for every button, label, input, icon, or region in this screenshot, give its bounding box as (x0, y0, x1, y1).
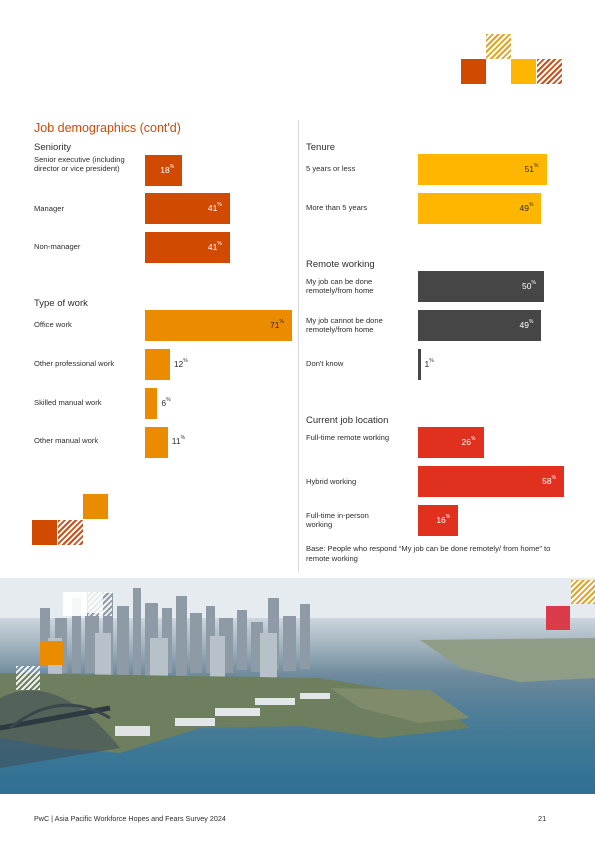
bar-value: 49% (519, 202, 534, 213)
bar-value: 41% (207, 241, 222, 252)
bar (418, 427, 484, 458)
bar-label: Don't know (306, 359, 344, 368)
current-job-location-heading: Current job location (306, 415, 389, 426)
decorative-white-square (63, 592, 87, 616)
bar-value: 58% (542, 475, 557, 486)
bar (418, 466, 565, 497)
footer-text: PwC | Asia Pacific Workforce Hopes and F… (34, 814, 226, 823)
bar (418, 154, 547, 185)
bar (145, 310, 292, 341)
decorative-hatched-square (571, 580, 595, 604)
decorative-square (32, 520, 57, 545)
bar-label: Hybrid working (306, 477, 357, 486)
bar (418, 193, 542, 224)
decorative-hatched-square (88, 592, 112, 616)
bar-label: 5 years or less (306, 164, 356, 173)
decorative-hatched-square (58, 520, 83, 545)
page-number: 21 (538, 814, 547, 823)
bar-label: Full-time remote working (306, 433, 390, 442)
type-of-work-heading: Type of work (34, 298, 88, 309)
decorative-square (83, 494, 108, 519)
bar (145, 193, 230, 224)
tenure-heading: Tenure (306, 142, 336, 153)
bar (145, 388, 158, 419)
seniority-heading: Seniority (34, 142, 71, 153)
bar (418, 349, 421, 380)
bar (145, 155, 183, 186)
bar-label: Other professional work (34, 359, 115, 368)
bar-label: Non-manager (34, 242, 81, 251)
page-title: Job demographics (cont'd) (34, 121, 181, 135)
bar-label: Other manual work (34, 436, 99, 445)
decorative-square (40, 641, 64, 665)
bar-value: 11% (171, 435, 186, 446)
bar-value: 50% (522, 280, 536, 291)
bar-value: 16% (436, 514, 451, 525)
bar-label: Skilled manual work (34, 398, 102, 407)
bar-value: 12% (173, 358, 188, 369)
bar (145, 427, 168, 458)
decorative-hatched-square (16, 666, 40, 690)
decorative-hatched-square (537, 59, 562, 84)
decorative-square (511, 59, 536, 84)
bar-label: Full-time in-person working (306, 511, 369, 529)
bar-label: Office work (34, 320, 72, 329)
decorative-square (546, 606, 570, 630)
bar-value: 1% (424, 358, 434, 369)
bar-label: My job cannot be done remotely/from home (306, 316, 383, 334)
bar-value: 71% (269, 319, 284, 330)
bar-value: 6% (161, 397, 171, 408)
decorative-hatched-square (486, 34, 511, 59)
bar-label: My job can be done remotely/from home (306, 277, 374, 295)
bar-label: Manager (34, 204, 64, 213)
bar-value: 26% (461, 436, 476, 447)
column-divider (298, 120, 299, 572)
bar (418, 505, 459, 536)
bar (418, 271, 544, 302)
bar-value: 49% (519, 319, 534, 330)
decorative-square (461, 59, 486, 84)
remote-working-heading: Remote working (306, 259, 375, 270)
bar-label: More than 5 years (306, 203, 368, 212)
bar (145, 349, 170, 380)
bar (418, 310, 542, 341)
bar (145, 232, 230, 263)
bar-value: 18% (160, 164, 175, 175)
bar-label: Senior executive (including director or … (34, 155, 125, 173)
base-note: Base: People who respond “My job can be … (306, 544, 551, 563)
bar-value: 51% (524, 163, 539, 174)
bar-value: 41% (207, 202, 222, 213)
